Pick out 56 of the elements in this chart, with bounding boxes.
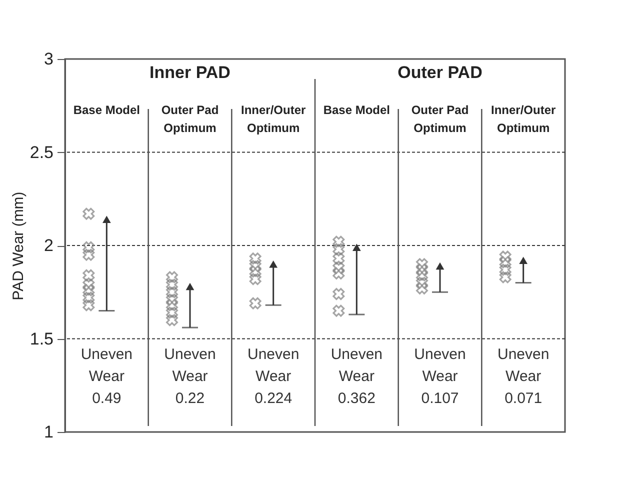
point <box>332 236 345 248</box>
annotation: Uneven Wear 0.224 <box>247 346 300 407</box>
point <box>416 258 428 270</box>
point <box>166 271 178 284</box>
point <box>249 273 262 286</box>
point <box>82 284 95 296</box>
point <box>332 267 345 280</box>
point <box>82 269 95 282</box>
annotation: Uneven Wear 0.362 <box>330 346 383 407</box>
y-tick-label: 1 <box>44 422 54 442</box>
annotation: Outer PAD <box>398 63 482 82</box>
point <box>82 299 95 312</box>
y-tick-label: 2.5 <box>30 142 54 162</box>
point <box>166 294 178 306</box>
point <box>82 292 95 304</box>
y-tick-label: 1.5 <box>30 329 54 348</box>
point <box>82 248 95 261</box>
annotation: Uneven Wear 0.107 <box>414 346 466 407</box>
y-axis-title: PAD Wear (mm) <box>10 192 27 300</box>
point <box>166 314 178 326</box>
point <box>499 271 512 284</box>
point <box>166 306 178 319</box>
point <box>416 269 428 282</box>
annotation: Uneven Wear 0.071 <box>497 346 550 407</box>
annotation: Inner PAD <box>150 63 230 82</box>
point <box>499 250 512 263</box>
point <box>166 278 178 291</box>
point <box>166 299 178 312</box>
point <box>499 256 512 268</box>
point <box>416 276 428 289</box>
point <box>166 286 178 298</box>
point <box>82 241 95 254</box>
point <box>332 252 345 265</box>
point <box>332 262 345 274</box>
point <box>249 252 262 265</box>
y-tick-label: 2 <box>44 236 54 255</box>
point <box>499 264 512 276</box>
x-tick-label: Base Model <box>73 103 140 117</box>
point <box>249 260 262 272</box>
annotation: Uneven Wear 0.22 <box>164 346 216 407</box>
point <box>82 208 95 220</box>
x-tick-label: Outer Pad Optimum <box>161 103 219 135</box>
point <box>332 243 345 256</box>
y-tick-label: 3 <box>44 50 54 68</box>
point <box>249 266 262 278</box>
point <box>249 297 262 310</box>
x-tick-label: Outer Pad Optimum <box>411 103 469 135</box>
point <box>332 304 345 317</box>
annotation: Uneven Wear 0.49 <box>80 346 133 407</box>
x-tick-label: Inner/Outer Optimum <box>240 103 306 135</box>
x-tick-label: Base Model <box>323 103 390 117</box>
point <box>416 282 428 294</box>
x-tick-label: Inner/Outer Optimum <box>490 103 556 135</box>
point <box>332 288 345 300</box>
point <box>416 264 428 276</box>
point <box>82 278 95 291</box>
